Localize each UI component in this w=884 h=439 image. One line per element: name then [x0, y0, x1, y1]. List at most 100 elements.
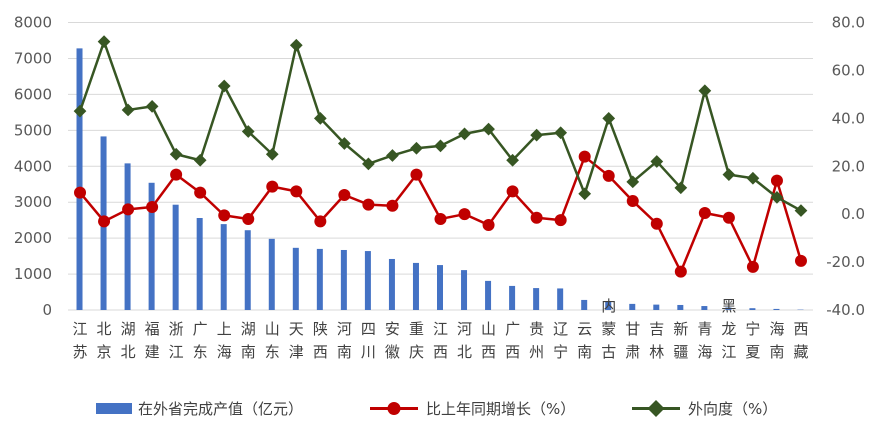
category-label: 湖北 — [121, 320, 136, 361]
y-right-tick-label: 0.0 — [841, 205, 865, 223]
gridlines — [68, 22, 813, 311]
bar — [461, 270, 468, 310]
growth-point — [98, 215, 111, 228]
outward-point — [578, 187, 592, 201]
y-left-tick-label: 7000 — [14, 49, 52, 67]
y-right-tick-label: 20.0 — [832, 157, 865, 175]
growth-point — [338, 189, 351, 201]
category-label: 重庆 — [409, 320, 424, 361]
category-label: 上海 — [217, 320, 232, 361]
bar — [629, 303, 636, 310]
bar — [172, 204, 179, 310]
growth-point — [578, 150, 591, 163]
growth-point — [434, 212, 447, 225]
outward-point — [97, 35, 111, 49]
growth-point — [266, 180, 279, 193]
outward-point — [73, 104, 87, 118]
category-label: 江西 — [433, 320, 448, 361]
category-label: 甘肃 — [625, 320, 640, 361]
growth-point — [122, 203, 135, 216]
growth-point — [410, 168, 423, 181]
legend-label-bar: 在外省完成产值（亿元） — [138, 400, 303, 418]
bar — [412, 262, 419, 310]
category-label: 福建 — [145, 320, 160, 361]
bar — [773, 308, 780, 310]
growth-point — [722, 211, 735, 224]
y-right-tick-label: 80.0 — [832, 14, 865, 32]
growth-point — [74, 186, 87, 199]
growth-point — [362, 198, 375, 211]
outward-point — [434, 139, 447, 153]
growth-point — [674, 265, 687, 278]
category-label: 贵州 — [529, 320, 544, 361]
category-label: 北京 — [97, 320, 112, 361]
growth-point — [170, 168, 183, 181]
bar — [725, 307, 732, 310]
bar — [533, 288, 540, 310]
category-label: 浙江 — [169, 320, 184, 361]
bar — [509, 285, 516, 310]
y-left-tick-label: 2000 — [14, 229, 52, 247]
growth-point — [746, 260, 759, 273]
bar — [701, 306, 708, 310]
legend-label-growth: 比上年同期增长（%） — [426, 400, 575, 418]
category-label: 河南 — [337, 320, 352, 361]
growth-point — [482, 218, 495, 231]
outward-point — [313, 111, 327, 125]
growth-point — [218, 209, 231, 222]
growth-point — [602, 169, 615, 182]
y-left-tick-label: 8000 — [14, 14, 52, 32]
bar — [76, 48, 83, 310]
outward-point — [338, 137, 351, 150]
outward-point — [217, 79, 231, 93]
growth-point — [770, 174, 783, 187]
bar — [124, 163, 131, 310]
outward-point — [722, 168, 736, 181]
bar — [388, 258, 395, 310]
growth-point — [530, 211, 543, 224]
bar — [605, 301, 612, 310]
bar — [268, 238, 275, 310]
bar — [364, 251, 371, 310]
bar — [581, 299, 588, 310]
growth-point — [290, 185, 303, 198]
outward-point — [482, 122, 495, 136]
category-label: 山西 — [481, 320, 496, 361]
outward-point — [794, 204, 808, 217]
bar — [557, 288, 564, 310]
bar-series — [76, 48, 804, 310]
y-right-tick-label: -20.0 — [826, 253, 865, 271]
legend-bar-swatch — [96, 403, 132, 414]
bar — [244, 230, 251, 310]
outward-point — [169, 147, 183, 161]
y-left-tick-label: 4000 — [14, 157, 52, 175]
outward-point — [602, 111, 616, 125]
category-label: 海南 — [769, 320, 784, 361]
category-label: 天津 — [289, 320, 304, 361]
growth-point — [506, 185, 519, 198]
legend: 在外省完成产值（亿元） 比上年同期增长（%） 外向度（%） — [96, 400, 777, 418]
category-label: 西藏 — [793, 320, 808, 361]
category-label: 宁夏 — [745, 320, 760, 361]
outward-point — [410, 141, 423, 155]
category-label: 广东 — [193, 320, 208, 361]
growth-point — [458, 208, 471, 221]
outward-point — [193, 153, 207, 167]
category-label: 陕西 — [313, 320, 328, 361]
bar — [148, 182, 155, 310]
y-left-tick-label: 6000 — [14, 85, 52, 103]
growth-point — [794, 254, 807, 267]
outward-point — [145, 99, 159, 113]
category-labels: 江苏北京湖北福建浙江广东上海湖南山东天津陕西河南四川安徽重庆江西河北山西广西贵州… — [73, 297, 809, 361]
category-label: 江苏 — [73, 320, 88, 361]
category-label: 广西 — [505, 320, 520, 361]
category-label: 安徽 — [385, 320, 400, 361]
bar — [653, 304, 660, 310]
bar — [485, 280, 492, 310]
growth-point — [194, 186, 207, 199]
category-label: 山东 — [265, 320, 280, 361]
bar — [437, 265, 443, 310]
growth-point — [314, 215, 327, 228]
outward-line — [78, 40, 802, 212]
bar — [677, 304, 684, 310]
